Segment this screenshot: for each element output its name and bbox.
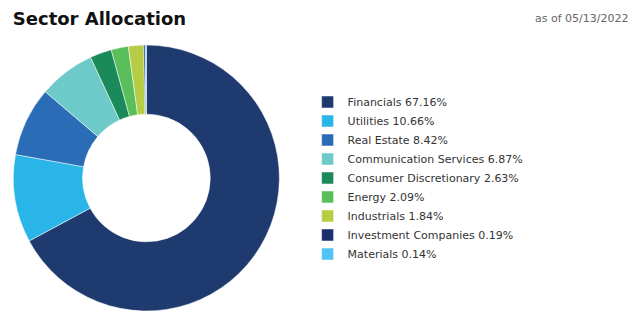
svg-text:Consumer Discretionary 2.63%: Consumer Discretionary 2.63% <box>348 172 519 185</box>
svg-text:as of 05/13/2022: as of 05/13/2022 <box>535 12 628 25</box>
svg-text:Real Estate 8.42%: Real Estate 8.42% <box>348 134 448 147</box>
svg-text:Financials 67.16%: Financials 67.16% <box>348 96 447 109</box>
svg-text:Energy 2.09%: Energy 2.09% <box>348 191 425 204</box>
svg-text:Materials 0.14%: Materials 0.14% <box>348 248 437 261</box>
svg-text:Industrials 1.84%: Industrials 1.84% <box>348 210 444 223</box>
svg-text:Communication Services 6.87%: Communication Services 6.87% <box>348 153 523 166</box>
svg-text:Sector Allocation: Sector Allocation <box>13 8 186 29</box>
svg-text:Investment Companies 0.19%: Investment Companies 0.19% <box>348 229 514 242</box>
svg-text:Utilities 10.66%: Utilities 10.66% <box>348 115 435 128</box>
